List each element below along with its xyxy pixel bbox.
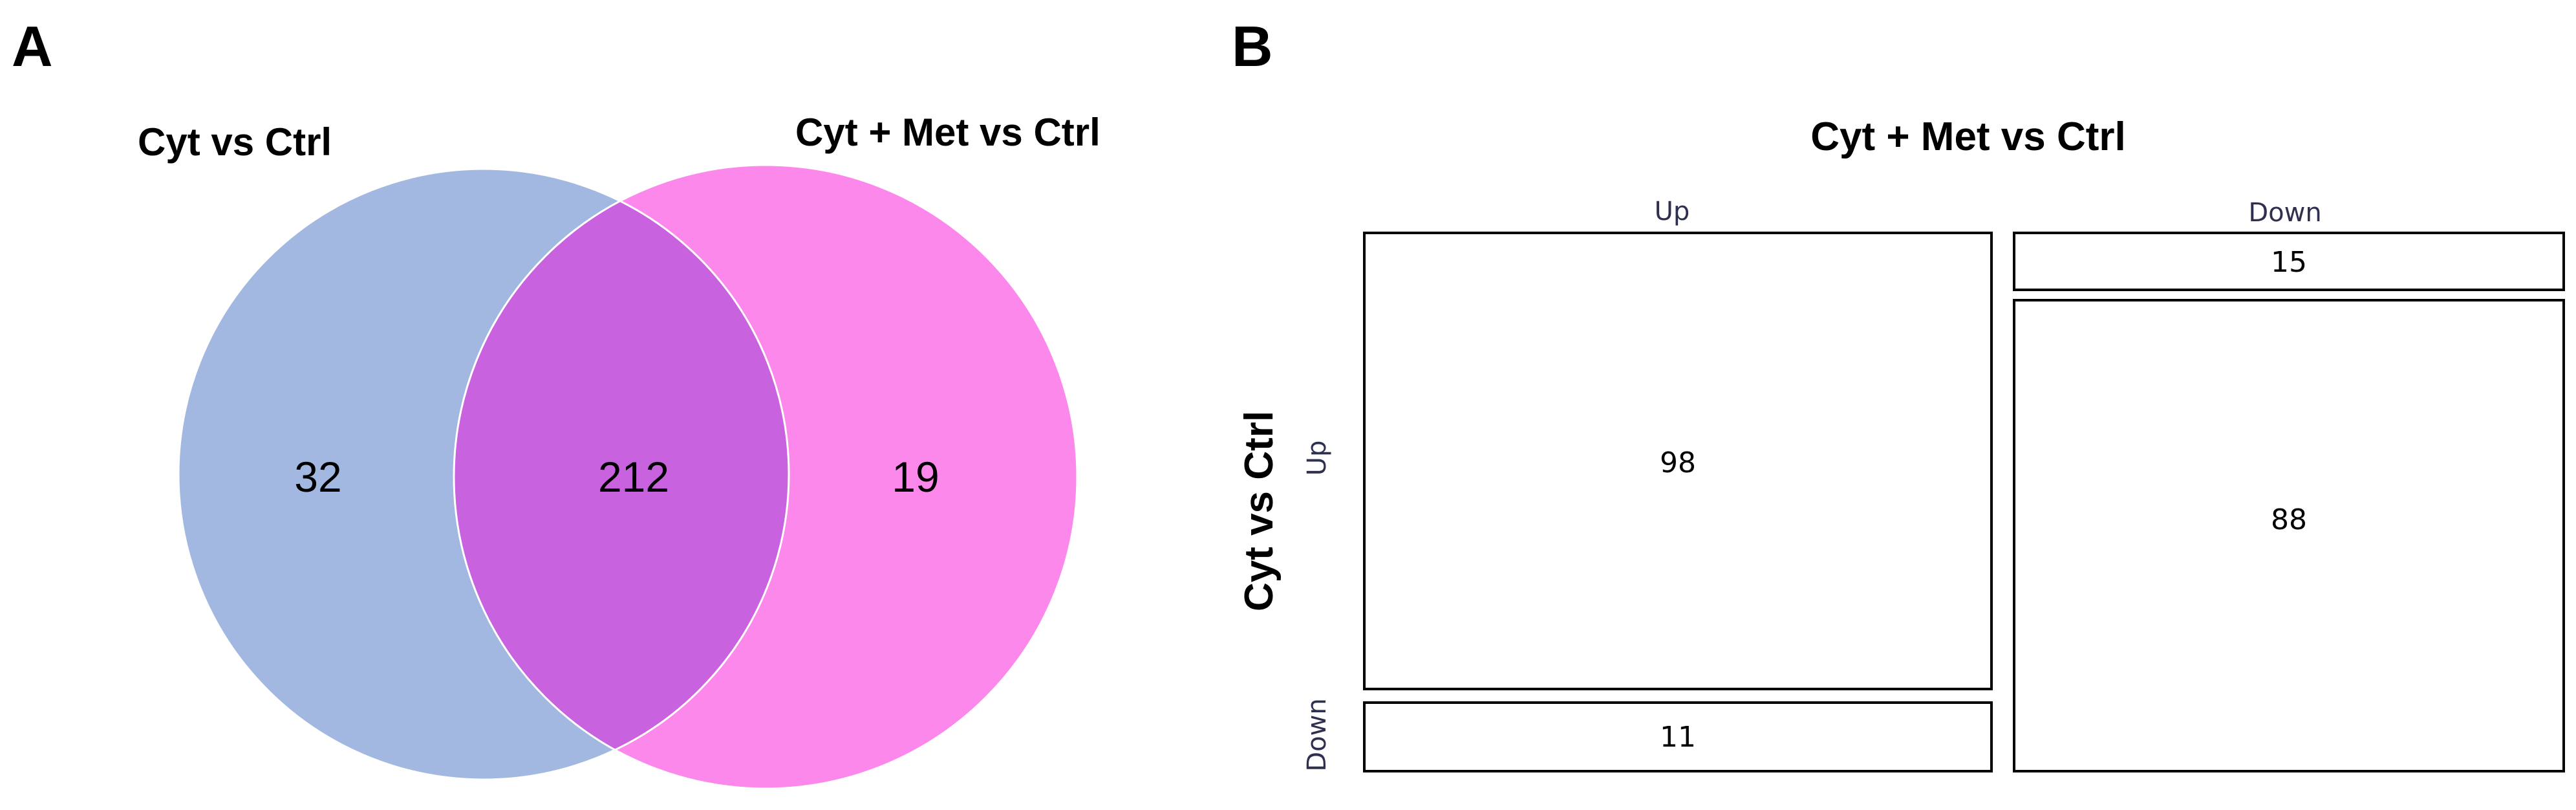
venn-circle-1-outline	[177, 168, 790, 781]
mosaic-count-down-down: 15	[2271, 246, 2307, 279]
mosaic-row-label-down: Down	[1302, 698, 1332, 771]
venn-circle-2-outline	[453, 164, 1079, 790]
venn-set-1-title: Cyt vs Ctrl	[138, 120, 332, 164]
mosaic-plot: Cyt + Met vs Ctrl Cyt vs Ctrl Up Down Up…	[1237, 115, 2565, 772]
mosaic-y-axis-label: Cyt vs Ctrl	[1237, 411, 1282, 611]
mosaic-cell-up-up	[1363, 232, 1993, 690]
venn-diagram: Cyt vs Ctrl Cyt + Met vs Ctrl 32 212 19	[138, 111, 1100, 790]
mosaic-column-label-up: Up	[1655, 197, 1690, 226]
mosaic-cell-up-down	[1363, 701, 1993, 772]
venn-set-2-title: Cyt + Met vs Ctrl	[795, 111, 1100, 154]
panel-b-letter: B	[1232, 14, 1273, 78]
venn-count-only-cyt: 32	[294, 453, 341, 501]
venn-count-intersection: 212	[598, 453, 669, 501]
mosaic-count-up-down: 11	[1660, 721, 1696, 754]
mosaic-row-label-up: Up	[1302, 441, 1332, 476]
mosaic-column-label-down: Down	[2248, 198, 2321, 228]
mosaic-title: Cyt + Met vs Ctrl	[1810, 115, 2126, 159]
mosaic-cell-down-up	[2013, 299, 2565, 772]
mosaic-cell-down-down	[2013, 232, 2565, 291]
mosaic-count-up-up: 98	[1660, 446, 1696, 479]
venn-count-only-cyt-met: 19	[892, 453, 939, 501]
panel-a-letter: A	[12, 14, 53, 78]
mosaic-count-down-up: 88	[2271, 503, 2307, 536]
venn-intersection	[454, 169, 789, 780]
